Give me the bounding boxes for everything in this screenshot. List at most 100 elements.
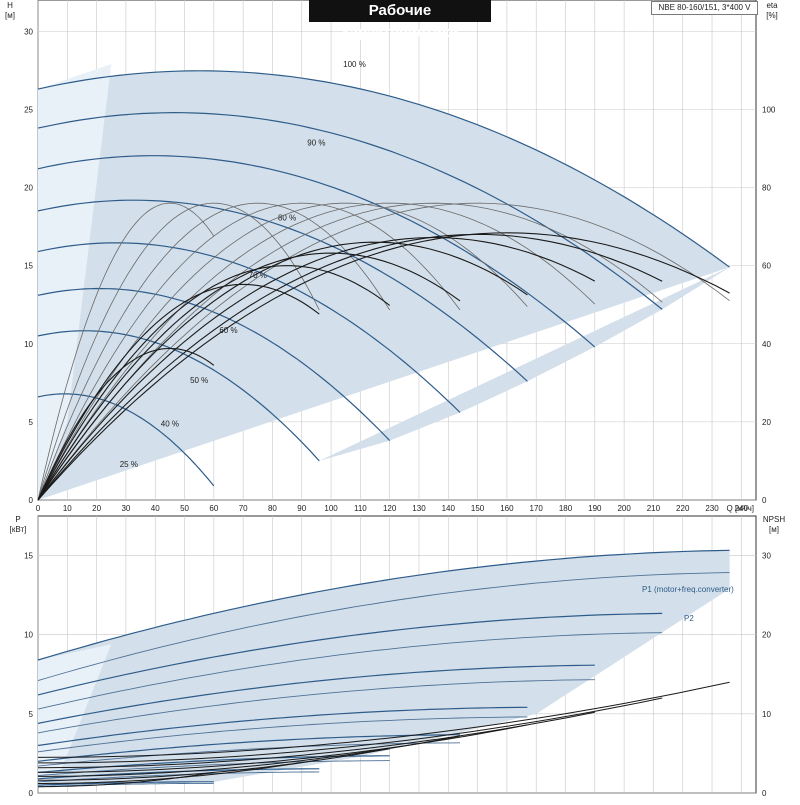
eta-curve — [37, 252, 461, 501]
x-tick-label: 90 — [297, 504, 306, 513]
p2-curve — [37, 632, 663, 710]
speed-label: 60 % — [219, 326, 237, 335]
y-left-tick-label: 15 — [24, 552, 33, 561]
npsh-curve — [38, 724, 528, 773]
x-tick-label: 50 — [180, 504, 189, 513]
y-right-tick-label: 30 — [762, 552, 771, 561]
eta-curve — [37, 347, 215, 501]
y-left-axis-unit: [м] — [5, 11, 15, 20]
p2-curve — [37, 679, 595, 734]
head-curve-80 — [37, 155, 596, 348]
npsh-curve — [38, 771, 214, 788]
p1-series-label: P1 (motor+freq.converter) — [642, 585, 734, 594]
head-curve-70 — [37, 199, 528, 382]
p2-curve — [37, 782, 214, 788]
speed-label: 25 % — [120, 460, 138, 469]
x-tick-label: 190 — [588, 504, 602, 513]
y-right-tick-label: 20 — [762, 418, 771, 427]
eta-curve — [37, 233, 663, 501]
eta-curve — [37, 232, 730, 501]
power-operating-area — [38, 550, 730, 787]
y-left-axis-unit: [кВт] — [10, 525, 27, 534]
x-tick-label: 150 — [471, 504, 485, 513]
eta-curve-reference — [37, 202, 215, 501]
y-left-axis-label: H — [7, 1, 13, 10]
p1-curve — [37, 612, 663, 696]
eta-curve-reference — [37, 202, 663, 501]
eta-curve-reference — [37, 202, 461, 501]
pump-model-label: NBE 80-160/151, 3*400 V — [651, 1, 758, 15]
x-tick-label: 40 — [151, 504, 160, 513]
p2-curve — [37, 771, 320, 783]
p1-curve — [37, 734, 460, 762]
eta-curve — [37, 241, 528, 501]
y-right-axis-unit: [м] — [769, 525, 779, 534]
p2-curve — [37, 572, 730, 682]
speed-label: 90 % — [307, 138, 325, 147]
eta-curve — [37, 236, 596, 501]
y-right-tick-label: 60 — [762, 262, 771, 271]
power-npsh-plot: P1 (motor+freq.converter) P2 0 5 10 15 0 10 20 30… — [10, 515, 786, 798]
p2-curve — [37, 760, 390, 777]
y-right-axis-label: NPSH — [763, 515, 785, 524]
speed-label: 80 % — [278, 213, 296, 222]
head-efficiency-plot: 100 % 90 % 80 % 70 % 60 % 50 % 40 % 25 % 0 10 20 30… — [5, 0, 778, 513]
y-left-tick-label: 10 — [24, 631, 33, 640]
speed-label: 70 % — [249, 271, 267, 280]
y-right-tick-label: 0 — [762, 496, 767, 505]
p2-series-label: P2 — [684, 614, 694, 623]
npsh-curve — [37, 681, 730, 758]
x-tick-label: 0 — [36, 504, 41, 513]
head-curve-40 — [37, 330, 320, 462]
npsh-curve — [38, 697, 663, 764]
y-right-tick-label: 0 — [762, 789, 767, 798]
p1-curve — [37, 706, 528, 747]
x-tick-label: 200 — [617, 504, 631, 513]
x-tick-label: 210 — [647, 504, 661, 513]
npsh-curve — [37, 711, 595, 769]
x-tick-label: 10 — [63, 504, 72, 513]
y-left-tick-label: 5 — [29, 710, 34, 719]
y-right-tick-label: 10 — [762, 710, 771, 719]
eta-curve — [37, 265, 391, 501]
x-axis-label: Q [м³/ч] — [727, 504, 754, 513]
y-left-tick-label: 30 — [24, 27, 33, 36]
speed-label: 50 % — [190, 376, 208, 385]
y-left-tick-label: 25 — [24, 105, 33, 114]
min-flow-area — [38, 64, 112, 500]
speed-label: 100 % — [343, 60, 366, 69]
y-left-axis-label: P — [15, 515, 20, 524]
operating-area — [38, 70, 730, 501]
x-tick-label: 60 — [209, 504, 218, 513]
y-left-tick-label: 5 — [29, 418, 34, 427]
y-left-tick-label: 10 — [24, 340, 33, 349]
x-tick-label: 180 — [559, 504, 573, 513]
speed-label: 40 % — [161, 420, 179, 429]
eta-curve-reference — [37, 202, 730, 501]
head-curve-100 — [37, 70, 730, 268]
x-tick-label: 160 — [500, 504, 514, 513]
head-curve-50 — [37, 287, 391, 442]
x-tick-label: 230 — [705, 504, 719, 513]
y-left-tick-label: 20 — [24, 184, 33, 193]
power-min-flow-area — [38, 644, 112, 787]
x-tick-label: 30 — [121, 504, 130, 513]
x-tick-label: 80 — [268, 504, 277, 513]
chart-title: Рабочие характеристики — [309, 0, 491, 41]
x-tick-label: 170 — [530, 504, 544, 513]
y-right-axis-unit: [%] — [766, 11, 778, 20]
x-tick-label: 100 — [324, 504, 338, 513]
y-left-tick-label: 0 — [29, 496, 34, 505]
p1-curve — [37, 549, 730, 661]
x-tick-label: 240 — [735, 504, 749, 513]
p2-curve — [37, 742, 461, 767]
x-tick-label: 140 — [442, 504, 456, 513]
x-tick-label: 110 — [354, 504, 367, 513]
head-curve-90 — [37, 111, 663, 310]
x-tick-label: 220 — [676, 504, 690, 513]
x-tick-label: 130 — [412, 504, 426, 513]
x-tick-label: 120 — [383, 504, 397, 513]
y-right-axis-label: eta — [766, 1, 778, 10]
p2-curve — [37, 716, 528, 753]
